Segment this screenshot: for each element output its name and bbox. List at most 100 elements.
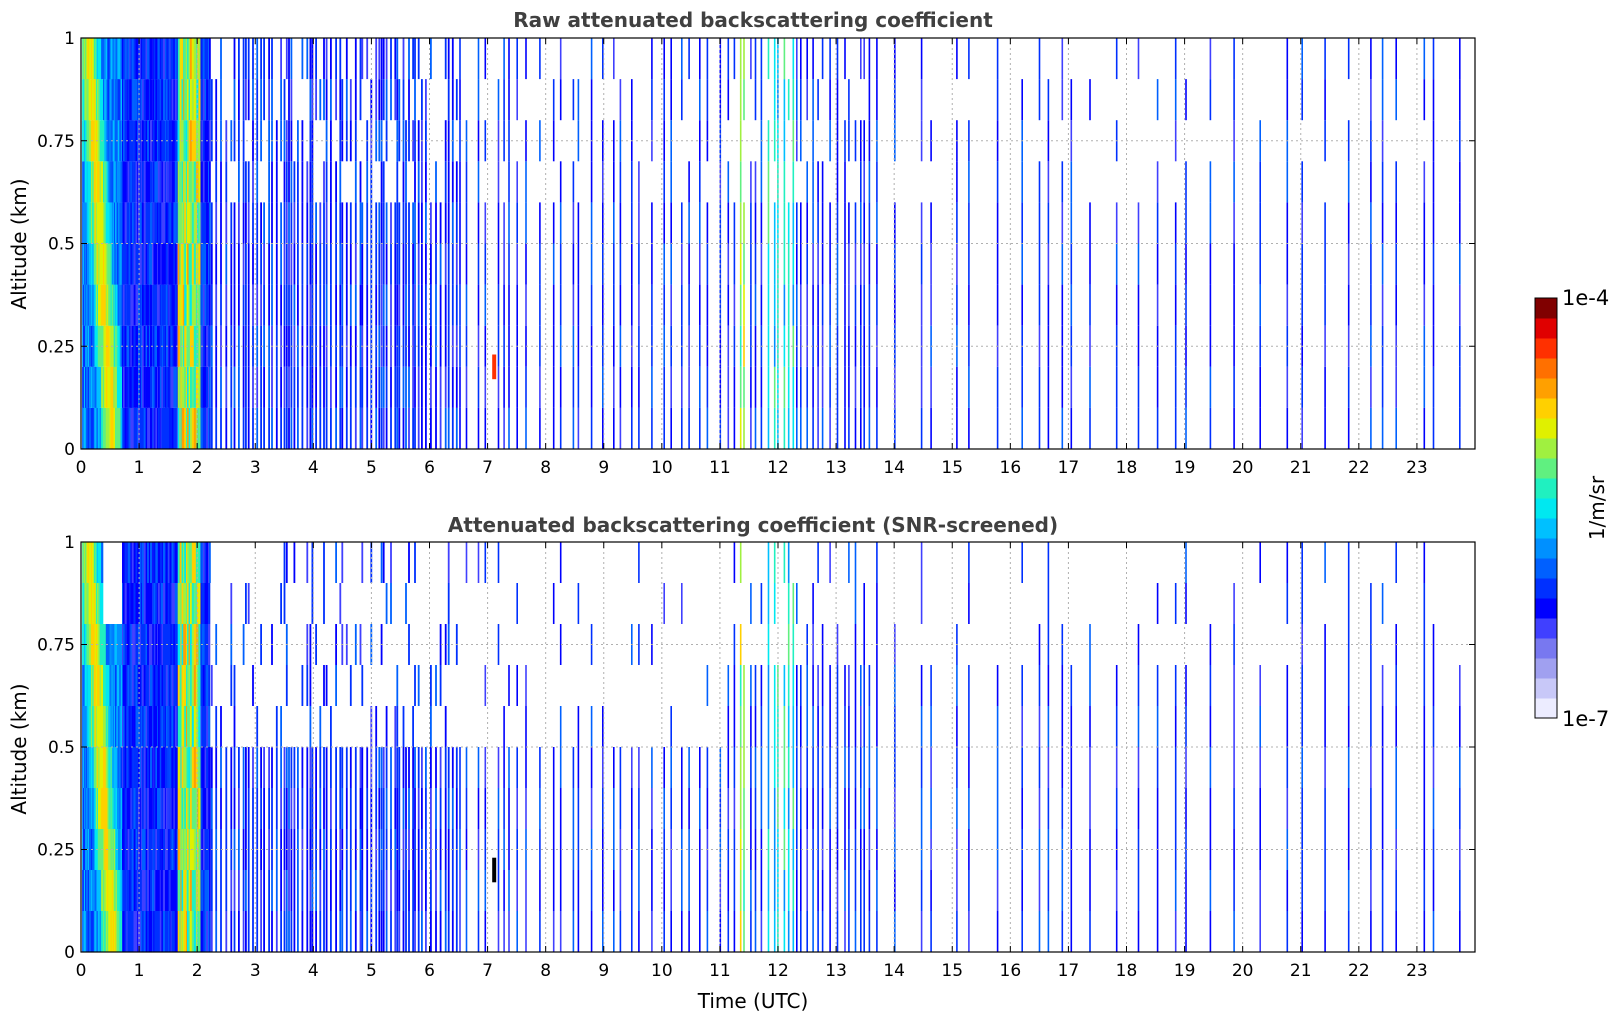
heatmap-cell	[309, 829, 312, 870]
heatmap-cell	[247, 583, 250, 624]
heatmap-cell	[143, 788, 146, 829]
heatmap-cell	[773, 542, 776, 583]
heatmap-cell	[288, 120, 290, 162]
heatmap-cell	[330, 747, 332, 788]
heatmap-cell	[836, 366, 839, 408]
heatmap-cell	[143, 325, 146, 367]
heatmap-cell	[1174, 788, 1177, 829]
heatmap-cell	[577, 284, 580, 326]
heatmap-cell	[414, 120, 416, 162]
heatmap-cell	[108, 79, 111, 121]
heatmap-cell	[220, 243, 222, 285]
heatmap-cell	[309, 325, 312, 367]
heatmap-cell	[477, 747, 480, 788]
heatmap-cell	[188, 120, 191, 162]
heatmap-cell	[508, 202, 510, 244]
heatmap-cell	[821, 202, 824, 244]
heatmap-cell	[366, 202, 369, 244]
heatmap-cell	[189, 706, 193, 747]
heatmap-cell	[402, 161, 405, 203]
heatmap-cell	[836, 911, 839, 952]
heatmap-cell	[812, 366, 814, 408]
heatmap-cell	[497, 542, 500, 583]
heatmap-cell	[155, 788, 158, 829]
heatmap-cell	[354, 788, 357, 829]
heatmap-cell	[131, 284, 134, 326]
heatmap-cell	[806, 243, 808, 285]
heatmap-cell	[188, 624, 191, 665]
heatmap-cell	[290, 79, 293, 121]
heatmap-cell	[122, 243, 126, 285]
heatmap-cell	[233, 120, 236, 162]
heatmap-cell	[743, 79, 745, 121]
heatmap-cell	[754, 161, 757, 203]
heatmap-cell	[631, 788, 633, 829]
heatmap-cell	[451, 202, 454, 244]
heatmap-cell	[330, 161, 332, 203]
heatmap-cell	[375, 747, 378, 788]
heatmap-cell	[619, 747, 622, 788]
heatmap-cell	[220, 706, 222, 747]
heatmap-cell	[131, 747, 134, 788]
heatmap-cell	[1324, 747, 1326, 788]
heatmap-cell	[133, 542, 136, 583]
heatmap-cell	[171, 79, 174, 121]
heatmap-cell	[1021, 243, 1023, 285]
heatmap-cell	[94, 706, 97, 747]
heatmap-cell	[421, 284, 423, 326]
heatmap-cell	[800, 79, 802, 121]
heatmap-cell	[157, 407, 160, 449]
heatmap-cell	[139, 161, 142, 203]
heatmap-cell	[844, 38, 846, 80]
heatmap-cell	[345, 747, 348, 788]
heatmap-cell	[370, 284, 373, 326]
heatmap-cell	[177, 120, 180, 162]
heatmap-cell	[165, 706, 168, 747]
heatmap-cell	[252, 665, 254, 706]
heatmap-cell	[285, 38, 288, 80]
heatmap-cell	[638, 243, 640, 285]
heatmap-cell	[956, 38, 958, 80]
heatmap-cell	[1324, 624, 1326, 665]
heatmap-cell	[956, 788, 958, 829]
heatmap-cell	[104, 38, 107, 80]
heatmap-cell	[417, 38, 420, 80]
heatmap-cell	[127, 583, 130, 624]
snr-panel-title: Attenuated backscattering coefficient (S…	[448, 513, 1058, 537]
heatmap-cell	[225, 870, 228, 911]
heatmap-cell	[968, 788, 970, 829]
heatmap-cell	[122, 325, 126, 367]
heatmap-cell	[162, 624, 166, 665]
heatmap-cell	[87, 788, 90, 829]
heatmap-cell	[201, 665, 204, 706]
heatmap-cell	[787, 243, 790, 285]
heatmap-cell	[122, 407, 126, 449]
heatmap-cell	[256, 161, 259, 203]
heatmap-cell	[681, 788, 683, 829]
heatmap-cell	[1021, 407, 1023, 449]
heatmap-cell	[670, 284, 672, 326]
heatmap-cell	[341, 202, 344, 244]
heatmap-cell	[325, 202, 328, 244]
heatmap-cell	[354, 407, 357, 449]
heatmap-cell	[497, 284, 500, 326]
heatmap-cell	[131, 407, 134, 449]
heatmap-cell	[161, 38, 164, 80]
heatmap-cell	[238, 38, 240, 80]
heatmap-cell	[245, 243, 247, 285]
heatmap-cell	[359, 366, 362, 408]
heatmap-cell	[1038, 79, 1041, 121]
heatmap-cell	[844, 284, 846, 326]
heatmap-cell	[421, 202, 423, 244]
x-tick-label: 12	[767, 458, 789, 478]
heatmap-cell	[699, 284, 701, 326]
heatmap-cell	[339, 325, 342, 367]
heatmap-cell	[1370, 624, 1372, 665]
heatmap-cell	[147, 706, 150, 747]
heatmap-cell	[233, 284, 236, 326]
heatmap-cell	[743, 38, 745, 80]
heatmap-cell	[139, 788, 142, 829]
heatmap-cell	[311, 284, 314, 326]
heatmap-cell	[280, 202, 282, 244]
heatmap-cell	[777, 202, 779, 244]
